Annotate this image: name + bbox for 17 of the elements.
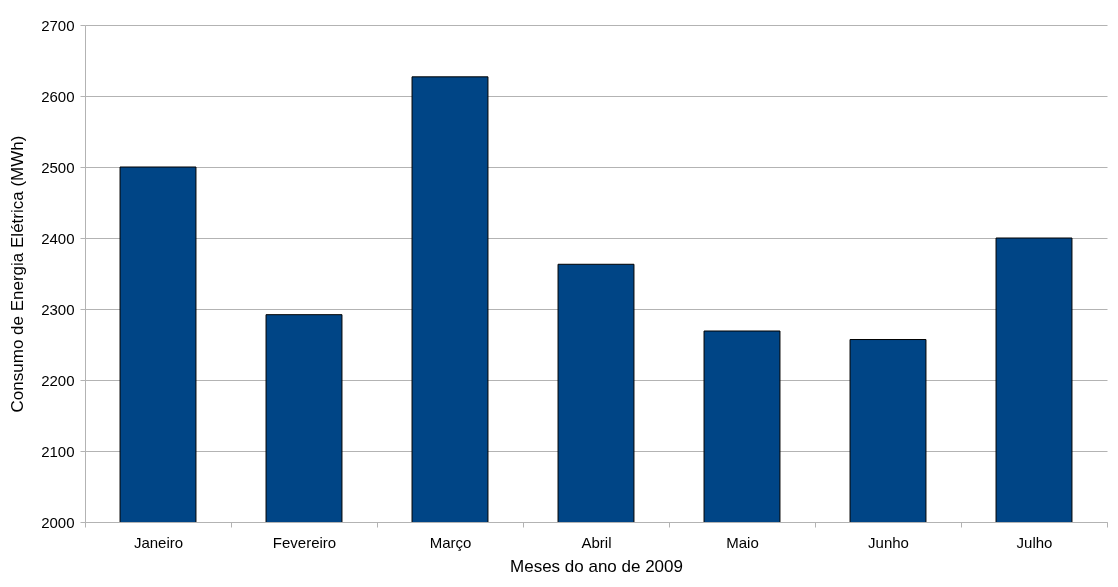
x-axis-title: Meses do ano de 2009 xyxy=(510,556,683,576)
y-tick-label: 2000 xyxy=(41,513,75,531)
y-tick-label: 2100 xyxy=(41,442,75,460)
y-tick-label: 2600 xyxy=(41,87,75,105)
x-tick-label: Junho xyxy=(868,533,909,551)
y-tick-label: 2400 xyxy=(41,229,75,247)
x-tick-label: Abril xyxy=(581,533,612,551)
y-tick-label: 2200 xyxy=(41,371,75,389)
x-tick-label: Fevereiro xyxy=(272,533,337,551)
y-axis-title: Consumo de Energia Elétrica (MWh) xyxy=(8,135,28,413)
y-tick-label: 2700 xyxy=(41,16,75,34)
x-tick-label: Julho xyxy=(1016,533,1053,551)
y-tick-label: 2500 xyxy=(41,158,75,176)
x-tick-label: Maio xyxy=(726,533,759,551)
x-tick-label: Março xyxy=(429,533,472,551)
y-tick-label: 2300 xyxy=(41,300,75,318)
x-tick-label: Janeiro xyxy=(133,533,184,551)
